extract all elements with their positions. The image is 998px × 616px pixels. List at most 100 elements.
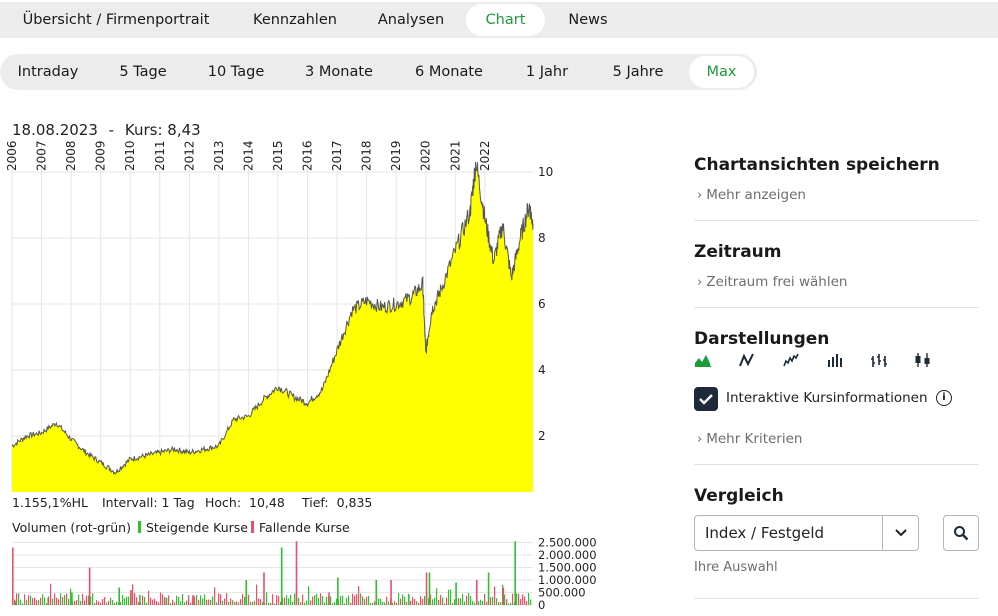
volume-bar bbox=[16, 593, 18, 605]
more-show-label: Mehr anzeigen bbox=[706, 187, 806, 203]
interval-value: 1 Tag bbox=[161, 495, 195, 510]
period-6-monate[interactable]: 6 Monate bbox=[415, 64, 483, 80]
volume-bar bbox=[290, 594, 292, 605]
volume-bar bbox=[340, 596, 342, 605]
period-1-jahr[interactable]: 1 Jahr bbox=[525, 64, 569, 80]
volume-bar bbox=[250, 601, 252, 605]
interactive-info-checkbox[interactable] bbox=[694, 387, 718, 411]
volume-bar bbox=[186, 600, 188, 605]
volume-bar bbox=[458, 598, 460, 605]
x-tick-label: 2006 bbox=[5, 140, 19, 171]
period-max[interactable]: Max bbox=[689, 56, 754, 88]
volume-bar bbox=[518, 593, 520, 605]
volume-bar bbox=[352, 593, 354, 605]
volume-bar bbox=[134, 593, 136, 605]
volume-bar bbox=[406, 601, 408, 605]
volume-bar bbox=[502, 587, 505, 605]
volume-bar bbox=[490, 597, 492, 605]
period-3-monate[interactable]: 3 Monate bbox=[305, 64, 373, 80]
volume-bar bbox=[455, 582, 457, 605]
volume-bar bbox=[326, 596, 328, 605]
period-5-tage[interactable]: 5 Tage bbox=[119, 64, 167, 80]
volume-bar bbox=[20, 599, 22, 605]
tab-analysen[interactable]: Analysen bbox=[377, 12, 445, 28]
volume-bar bbox=[71, 592, 73, 605]
search-button[interactable] bbox=[943, 515, 979, 551]
period-free-link[interactable]: › Zeitraum frei wählen bbox=[697, 274, 847, 290]
saved-views-title: Chartansichten speichern bbox=[694, 155, 940, 175]
volume-bar bbox=[400, 598, 402, 605]
volume-bar bbox=[212, 596, 214, 605]
volume-bar bbox=[320, 593, 322, 605]
period-intraday[interactable]: Intraday bbox=[17, 64, 79, 80]
x-tick-label: 2007 bbox=[35, 140, 49, 171]
line-chart-icon[interactable] bbox=[738, 352, 756, 368]
hlc-bars-icon[interactable] bbox=[870, 352, 888, 368]
volume-bar bbox=[424, 595, 426, 605]
volume-bar bbox=[158, 602, 160, 605]
chevron-down-icon[interactable] bbox=[882, 516, 918, 550]
volume-bar bbox=[528, 593, 530, 605]
info-icon[interactable]: i bbox=[936, 390, 952, 406]
candlestick-icon[interactable] bbox=[914, 352, 932, 368]
volume-bar bbox=[316, 593, 318, 605]
period-10-tage[interactable]: 10 Tage bbox=[207, 64, 265, 80]
compare-hint: Ihre Auswahl bbox=[694, 560, 778, 575]
compare-select[interactable]: Index / Festgeld bbox=[694, 515, 919, 551]
tab-kennzahlen[interactable]: Kennzahlen bbox=[253, 12, 337, 28]
volume-bar bbox=[314, 595, 316, 605]
volume-bar bbox=[394, 601, 396, 605]
tab-overview[interactable]: Übersicht / Firmenportrait bbox=[22, 12, 210, 28]
more-criteria-link[interactable]: › Mehr Kriterien bbox=[697, 431, 802, 447]
price-chart[interactable]: 2006 2007 2008 2009 2010 2011 2012 2013 2014 2015… bbox=[0, 140, 600, 616]
x-tick-label: 2012 bbox=[182, 140, 196, 171]
volume-bar bbox=[154, 598, 156, 605]
volume-bar bbox=[492, 596, 494, 605]
more-show-link[interactable]: › Mehr anzeigen bbox=[697, 187, 806, 203]
volume-bar bbox=[522, 594, 524, 605]
tab-news[interactable]: News bbox=[568, 12, 608, 28]
volume-bar bbox=[108, 600, 110, 605]
volume-bar bbox=[278, 595, 280, 605]
volume-bar bbox=[460, 598, 462, 605]
volume-bar bbox=[294, 593, 296, 605]
area-chart-icon[interactable] bbox=[694, 352, 712, 368]
volume-bar bbox=[148, 590, 150, 605]
volume-bar bbox=[184, 602, 186, 605]
volume-bar bbox=[60, 593, 62, 605]
volume-bar bbox=[30, 595, 32, 605]
volume-bar bbox=[428, 598, 430, 605]
volume-bar bbox=[172, 599, 174, 605]
volume-bar bbox=[202, 598, 204, 605]
volume-bar bbox=[176, 595, 178, 605]
volume-bar bbox=[475, 580, 478, 605]
volume-bar bbox=[188, 595, 190, 605]
x-tick-label: 2015 bbox=[271, 140, 285, 171]
volume-bar bbox=[168, 595, 170, 605]
volume-bar bbox=[526, 601, 528, 605]
volume-bar bbox=[402, 594, 404, 605]
x-tick-label: 2020 bbox=[419, 140, 433, 171]
volume-bar bbox=[146, 602, 148, 605]
volume-bar bbox=[284, 597, 286, 605]
volume-bar bbox=[524, 596, 526, 605]
x-tick-label: 2019 bbox=[389, 140, 403, 171]
volume-bar bbox=[240, 599, 242, 605]
chevron-right-icon: › bbox=[697, 275, 703, 290]
volume-bar bbox=[410, 600, 412, 605]
legend-falling: Fallende Kurse bbox=[251, 520, 350, 535]
volume-bar bbox=[480, 599, 482, 605]
volume-bar bbox=[356, 594, 358, 605]
period-5-jahre[interactable]: 5 Jahre bbox=[612, 64, 664, 80]
volume-bar bbox=[110, 597, 112, 605]
stat-high: Hoch: 10,48 bbox=[205, 495, 285, 510]
volume-bar bbox=[165, 597, 168, 605]
smooth-line-icon[interactable] bbox=[782, 352, 800, 368]
volume-bar bbox=[440, 594, 442, 605]
tab-chart[interactable]: Chart bbox=[466, 4, 545, 36]
ohlc-bars-icon[interactable] bbox=[826, 352, 844, 368]
volume-bar bbox=[68, 598, 70, 605]
volume-bar bbox=[12, 547, 14, 605]
volume-bar bbox=[322, 596, 324, 605]
divider bbox=[694, 464, 979, 465]
